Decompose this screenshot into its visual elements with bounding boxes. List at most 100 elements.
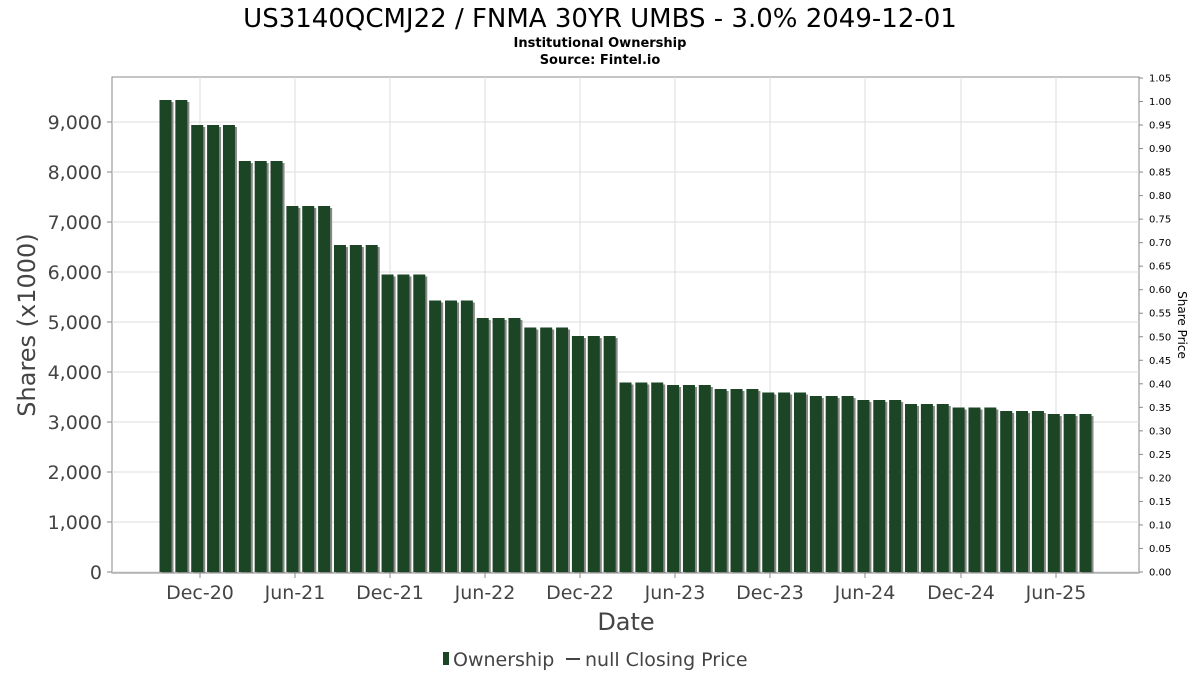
y-tick-label: 1,000 (48, 512, 102, 534)
ownership-bar (254, 161, 267, 572)
ownership-bar (952, 407, 965, 572)
ownership-bar (1079, 414, 1092, 572)
ownership-bar (445, 300, 458, 572)
y-tick-label: 0 (90, 562, 102, 584)
ownership-bar (397, 274, 410, 572)
y-tick-label: 6,000 (48, 262, 102, 284)
y-tick-label: 5,000 (48, 312, 102, 334)
ownership-bar (905, 404, 918, 572)
ownership-bar (191, 125, 204, 572)
ownership-bar (207, 125, 220, 572)
y2-tick-label: 0.20 (1149, 473, 1171, 484)
y2-tick-label: 0.50 (1149, 332, 1171, 343)
legend: Ownership null Closing Price (443, 649, 748, 671)
ownership-bar (809, 396, 822, 572)
y2-tick-label: 0.90 (1149, 144, 1171, 155)
ownership-bar (175, 100, 188, 572)
ownership-bar (825, 396, 838, 572)
chart-subtitle-2: Source: Fintel.io (540, 53, 661, 68)
y2-tick-label: 0.15 (1149, 497, 1171, 508)
y2-tick-label: 1.00 (1149, 97, 1171, 108)
x-tick-label: Dec-21 (356, 582, 424, 604)
ownership-bar (619, 382, 632, 572)
legend-ownership-swatch (443, 652, 449, 665)
bars (159, 100, 1094, 573)
y2-tick-label: 0.95 (1149, 121, 1171, 132)
ownership-bar (508, 318, 521, 572)
y-axis-label: Shares (x1000) (13, 233, 41, 416)
y2-tick-label: 0.45 (1149, 356, 1171, 367)
ownership-bar (793, 392, 806, 572)
x-tick-label: Dec-24 (927, 582, 995, 604)
y-axis-ticks: 0 1,000 2,000 3,000 4,000 5,000 6,000 7,000 8,00… (48, 112, 112, 584)
ownership-bar (349, 245, 362, 572)
ownership-bar (651, 382, 664, 572)
y2-axis-ticks: 0.00 0.05 0.10 0.15 0.20 0.25 0.30 0.35 0.40 0.45… (1139, 73, 1171, 579)
y2-tick-label: 1.05 (1149, 73, 1171, 84)
y2-tick-label: 0.40 (1149, 379, 1171, 390)
y-tick-label: 4,000 (48, 362, 102, 384)
ownership-bar (159, 100, 172, 572)
x-axis-label: Date (597, 608, 654, 636)
legend-ownership-label: Ownership (453, 649, 554, 671)
ownership-bar (238, 161, 251, 572)
ownership-bar (476, 318, 489, 572)
ownership-bar (318, 206, 331, 572)
ownership-bar (413, 274, 426, 572)
x-tick-label: Jun-25 (1025, 582, 1087, 604)
ownership-bar (302, 206, 315, 572)
ownership-bar (540, 327, 553, 572)
ownership-bar (968, 407, 981, 572)
x-tick-label: Jun-22 (454, 582, 516, 604)
ownership-bar (571, 336, 584, 572)
y2-tick-label: 0.55 (1149, 309, 1171, 320)
ownership-bar (270, 161, 283, 572)
y2-tick-label: 0.70 (1149, 238, 1171, 249)
y2-tick-label: 0.10 (1149, 520, 1171, 531)
y-tick-label: 7,000 (48, 212, 102, 234)
ownership-bar (1000, 411, 1013, 572)
x-tick-label: Dec-20 (166, 582, 234, 604)
y2-tick-label: 0.60 (1149, 285, 1171, 296)
ownership-bar (365, 245, 378, 572)
x-tick-label: Jun-23 (644, 582, 706, 604)
x-tick-label: Dec-22 (546, 582, 614, 604)
ownership-bar (286, 206, 299, 572)
y2-axis-label: Share Price (1175, 291, 1189, 359)
ownership-bar (714, 389, 727, 572)
y2-tick-label: 0.65 (1149, 262, 1171, 273)
ownership-bar (889, 400, 902, 572)
ownership-bar (1063, 414, 1076, 572)
legend-price-label: null Closing Price (585, 649, 748, 671)
y2-tick-label: 0.00 (1149, 568, 1171, 579)
ownership-bar (1047, 414, 1060, 572)
ownership-bar (746, 389, 759, 572)
y2-tick-label: 0.80 (1149, 191, 1171, 202)
x-axis-ticks: Dec-20 Jun-21 Dec-21 Jun-22 Dec-22 Jun-23 Dec-… (166, 573, 1086, 604)
ownership-bar (698, 385, 711, 572)
ownership-bar (492, 318, 505, 572)
ownership-bar (429, 300, 442, 572)
y-tick-label: 9,000 (48, 112, 102, 134)
ownership-bar (556, 327, 569, 572)
y-tick-label: 3,000 (48, 412, 102, 434)
ownership-bar (587, 336, 600, 572)
ownership-bar (603, 336, 616, 572)
ownership-bar (841, 396, 854, 572)
ownership-bar (730, 389, 743, 572)
ownership-bar (1016, 411, 1029, 572)
ownership-bar (682, 385, 695, 572)
ownership-bar (1031, 411, 1044, 572)
x-tick-label: Dec-23 (736, 582, 804, 604)
ownership-bar (460, 300, 473, 572)
x-tick-label: Jun-24 (834, 582, 896, 604)
ownership-bar (778, 392, 791, 572)
ownership-bar (667, 385, 680, 572)
ownership-bar (857, 400, 870, 572)
ownership-bar (762, 392, 775, 572)
x-tick-label: Jun-21 (264, 582, 326, 604)
ownership-bar (936, 404, 949, 572)
y2-tick-label: 0.75 (1149, 215, 1171, 226)
ownership-bar (333, 245, 346, 572)
